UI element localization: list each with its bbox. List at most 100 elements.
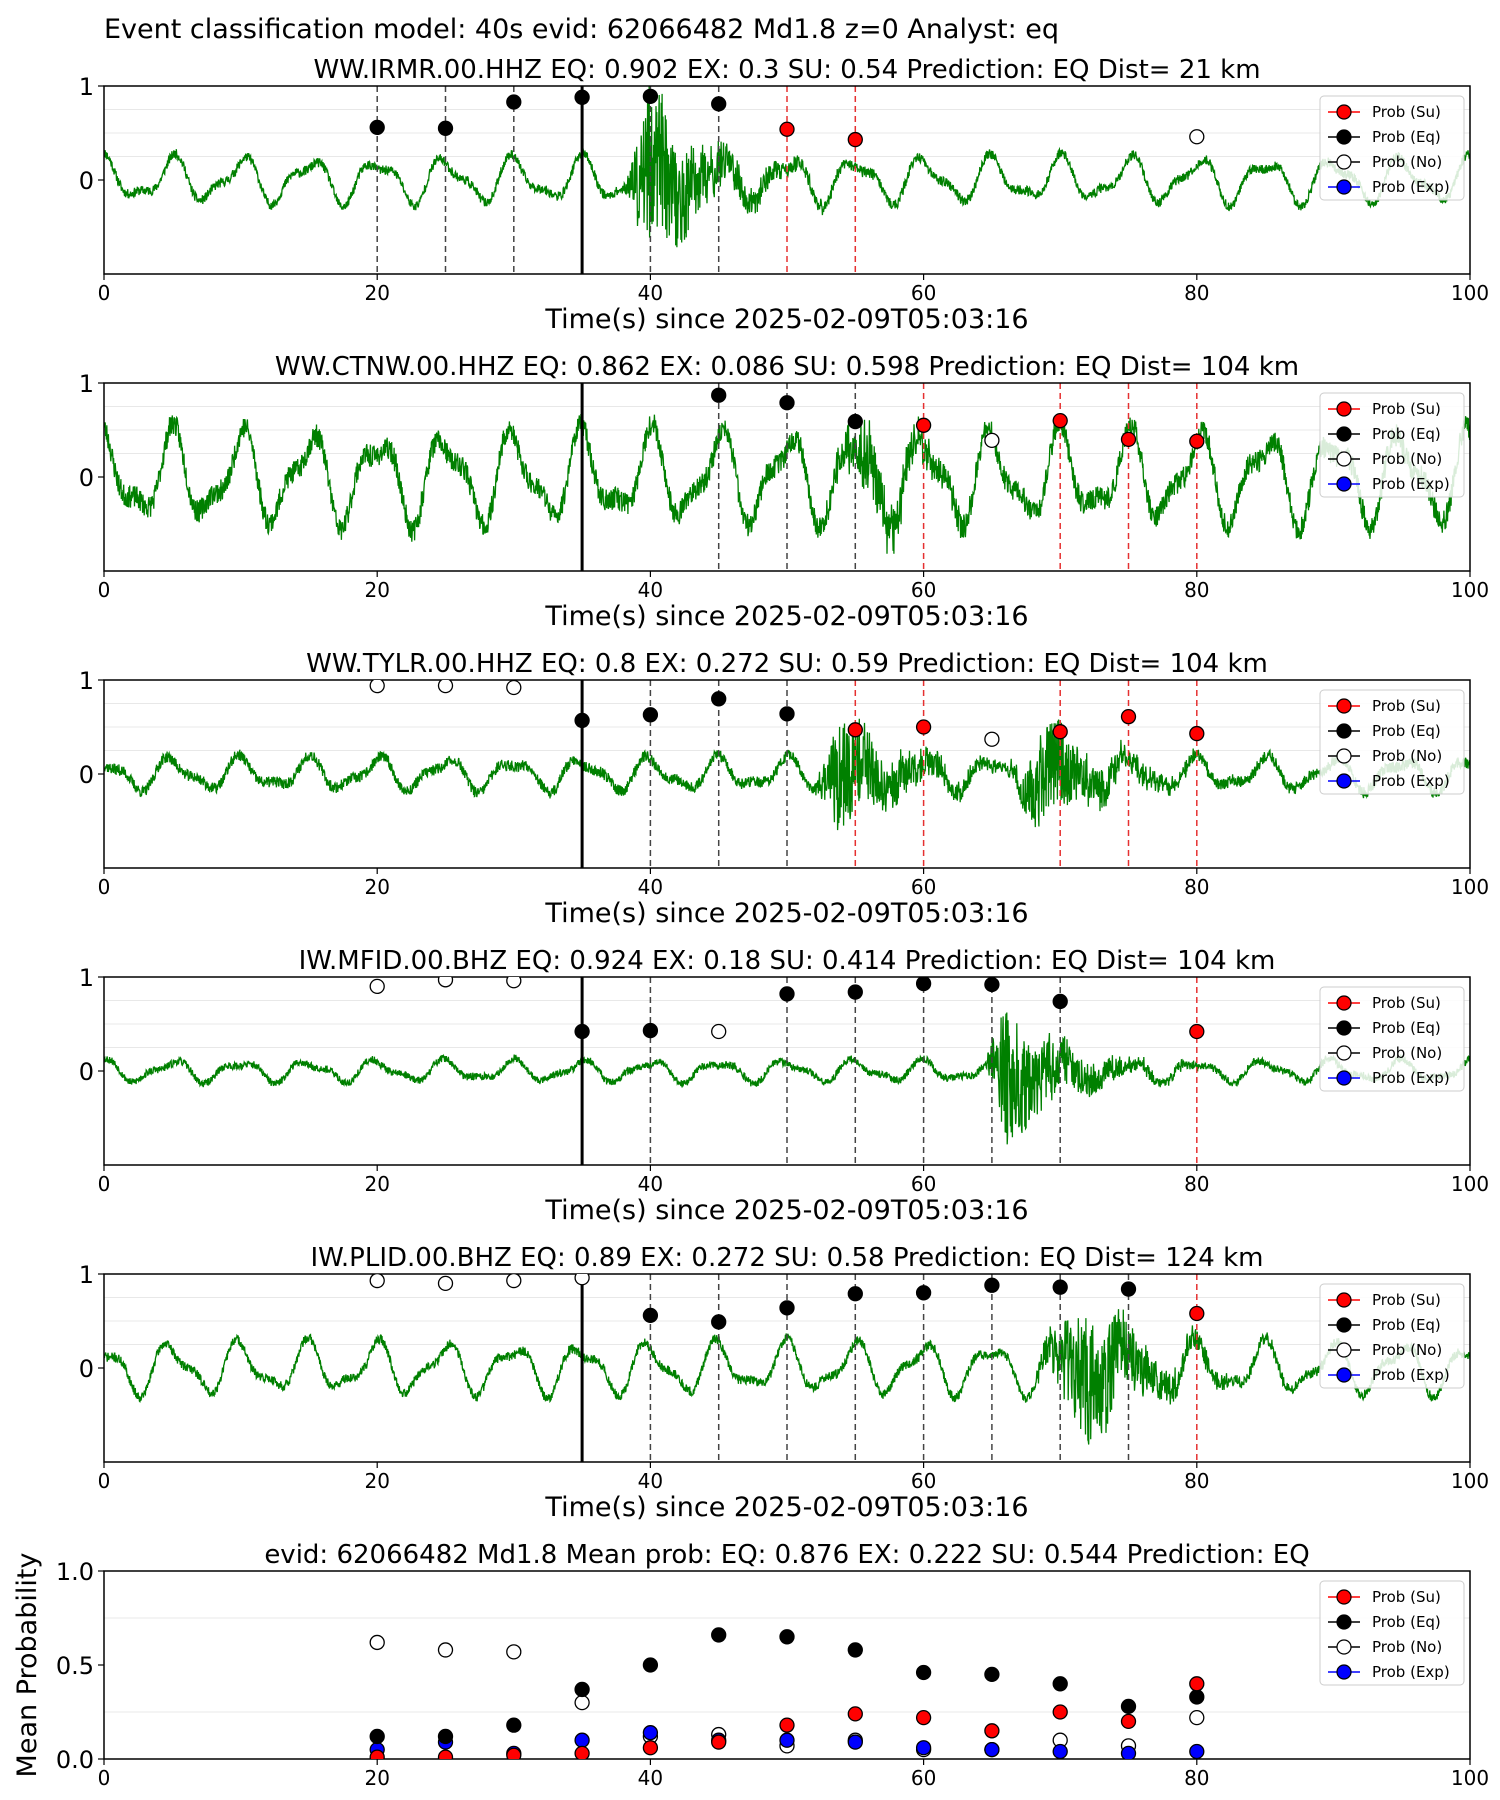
x-tick-label: 80: [1184, 1766, 1209, 1790]
legend-marker: [1336, 995, 1352, 1011]
legend-marker: [1336, 723, 1352, 739]
su-prob-point: [506, 1747, 522, 1759]
x-axis-label: Time(s) since 2025-02-09T05:03:16: [544, 304, 1028, 335]
legend-label: Prob (No): [1372, 1638, 1442, 1656]
legend-marker: [1336, 698, 1352, 714]
exp-prob-point: [1189, 1743, 1205, 1759]
x-tick-label: 60: [911, 578, 936, 602]
su-prob-point: [1189, 725, 1205, 742]
y-tick-label: 1: [79, 370, 94, 398]
panel-title: WW.CTNW.00.HHZ EQ: 0.862 EX: 0.086 SU: 0…: [275, 352, 1299, 382]
eq-prob-point: [1120, 1281, 1137, 1297]
x-tick-label: 0: [98, 875, 111, 899]
x-tick-label: 20: [364, 875, 389, 899]
legend-label: Prob (No): [1372, 153, 1442, 171]
waveform-trace: [104, 413, 1470, 554]
su-prob-point: [984, 1723, 1000, 1739]
panel-title: WW.TYLR.00.HHZ EQ: 0.8 EX: 0.272 SU: 0.5…: [306, 649, 1268, 679]
x-tick-label: 100: [1451, 578, 1489, 602]
panel-title: IW.MFID.00.BHZ EQ: 0.924 EX: 0.18 SU: 0.…: [299, 946, 1276, 976]
legend-label: Prob (Eq): [1372, 128, 1441, 146]
panel-5: IW.PLID.00.BHZ EQ: 0.89 EX: 0.272 SU: 0.…: [79, 1243, 1489, 1523]
eq-prob-point: [847, 984, 863, 1000]
legend-label: Prob (Su): [1372, 1588, 1441, 1606]
legend-marker: [1336, 476, 1352, 492]
eq-prob-point: [779, 986, 795, 1002]
no-prob-point: [369, 1274, 385, 1289]
no-prob-point: [369, 978, 385, 995]
panel-title: IW.PLID.00.BHZ EQ: 0.89 EX: 0.272 SU: 0.…: [311, 1243, 1264, 1273]
eq-prob-point: [779, 1300, 795, 1316]
x-axis-label: Time(s) since 2025-02-09T05:03:16: [544, 1195, 1028, 1226]
legend-marker: [1336, 179, 1352, 195]
legend-label: Prob (Eq): [1372, 1316, 1441, 1334]
legend-label: Prob (Exp): [1372, 1069, 1450, 1087]
y-tick-label: 1.0: [56, 1558, 94, 1586]
eq-prob-point: [574, 712, 590, 729]
exp-prob-point: [915, 1740, 932, 1756]
y-tick-label: 0: [79, 464, 94, 492]
su-prob-point: [1189, 1305, 1205, 1322]
no-prob-point: [506, 1644, 522, 1660]
eq-prob-point: [711, 1627, 727, 1643]
legend-label: Prob (Exp): [1372, 1366, 1450, 1384]
legend-marker: [1336, 154, 1352, 170]
legend-box: [1319, 1283, 1465, 1389]
markers: [369, 1274, 1205, 1330]
legend-marker: [1336, 451, 1352, 467]
exp-prob-point: [984, 1741, 1000, 1758]
x-tick-label: 0: [98, 1172, 111, 1196]
legend-label: Prob (No): [1372, 1044, 1442, 1062]
no-prob-point: [369, 680, 385, 694]
x-tick-label: 100: [1451, 1469, 1489, 1493]
x-tick-label: 100: [1451, 1766, 1489, 1790]
eq-prob-point: [847, 413, 863, 430]
waveform-trace: [104, 1309, 1470, 1445]
legend-label: Prob (Su): [1372, 103, 1441, 121]
su-prob-point: [1189, 1023, 1205, 1040]
eq-prob-point: [369, 1728, 385, 1745]
x-axis-label: Time(s) since 2025-02-09T05:03:16: [544, 898, 1028, 929]
su-prob-point: [847, 1706, 863, 1722]
x-tick-label: 80: [1184, 281, 1209, 305]
markers: [711, 387, 1205, 449]
exp-prob-point: [1120, 1745, 1137, 1759]
legend-label: Prob (Su): [1372, 697, 1441, 715]
eq-prob-point: [984, 1666, 1000, 1683]
legend-label: Prob (Eq): [1372, 1019, 1441, 1037]
legend-label: Prob (Eq): [1372, 1613, 1441, 1631]
legend-marker: [1336, 401, 1352, 417]
su-prob-point: [1120, 431, 1137, 448]
x-tick-label: 20: [364, 281, 389, 305]
eq-prob-point: [711, 387, 727, 403]
eq-prob-point: [711, 1314, 727, 1330]
legend-marker: [1336, 426, 1352, 442]
legend-label: Prob (Exp): [1372, 1663, 1450, 1681]
eq-prob-point: [574, 89, 590, 105]
legend-marker: [1336, 1614, 1352, 1630]
su-prob-point: [847, 131, 863, 148]
y-tick-label: 1: [79, 667, 94, 695]
legend-marker: [1336, 1367, 1352, 1383]
x-tick-label: 20: [364, 578, 389, 602]
x-tick-label: 20: [364, 1766, 389, 1790]
eq-prob-point: [915, 1285, 932, 1301]
no-prob-point: [437, 680, 454, 694]
su-prob-point: [1120, 1713, 1137, 1730]
eq-prob-point: [574, 1023, 590, 1040]
su-prob-point: [915, 1709, 932, 1726]
su-prob-point: [915, 417, 932, 433]
x-axis-label: Time(s) since 2025-02-09T05:03:16: [544, 1492, 1028, 1523]
su-prob-point: [1052, 412, 1068, 429]
no-prob-point: [574, 1694, 590, 1711]
exp-prob-point: [847, 1734, 863, 1750]
y-tick-label: 1: [79, 964, 94, 992]
exp-prob-point: [574, 1732, 590, 1748]
eq-prob-point: [642, 1657, 659, 1673]
y-tick-label: 0: [79, 1355, 94, 1383]
legend-marker: [1336, 104, 1352, 120]
legend-marker: [1336, 748, 1352, 764]
x-tick-label: 60: [911, 1172, 936, 1196]
eq-prob-point: [779, 1629, 795, 1645]
panel-title: WW.IRMR.00.HHZ EQ: 0.902 EX: 0.3 SU: 0.5…: [313, 55, 1260, 85]
